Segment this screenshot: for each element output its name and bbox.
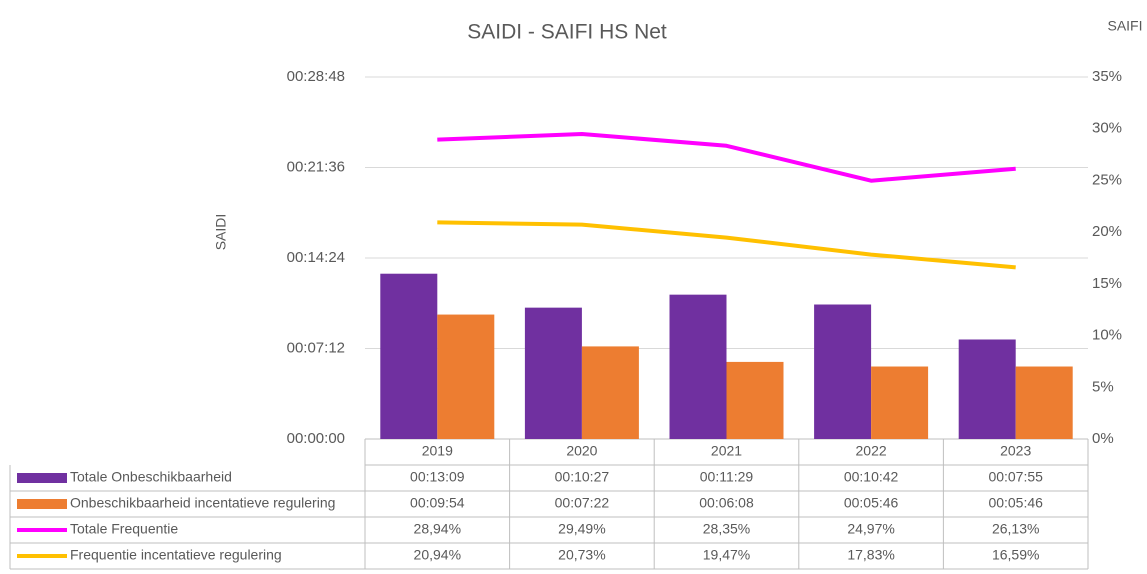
y2-tick-label: 5% — [1092, 378, 1114, 395]
table-cell: 00:07:55 — [988, 469, 1043, 485]
y2-tick-label: 15% — [1092, 275, 1122, 292]
table-cell: 20,94% — [414, 547, 461, 563]
legend-label: Onbeschikbaarheid incentatieve regulerin… — [70, 495, 335, 511]
table-cell: 00:09:54 — [410, 495, 465, 511]
bar — [380, 273, 438, 439]
y2-tick-label: 10% — [1092, 327, 1122, 344]
y-tick-label: 00:28:48 — [287, 68, 345, 85]
x-tick-label: 2019 — [422, 443, 453, 459]
y2-tick-label: 20% — [1092, 223, 1122, 240]
table-cell: 29,49% — [558, 521, 605, 537]
bar — [958, 339, 1016, 439]
y-axis-label: SAIDI — [213, 214, 229, 251]
bar — [726, 361, 784, 439]
bar — [669, 294, 727, 439]
bar — [581, 346, 639, 439]
table-cell: 00:10:27 — [555, 469, 610, 485]
x-tick-label: 2023 — [1000, 443, 1031, 459]
bar — [524, 307, 582, 439]
x-tick-label: 2020 — [566, 443, 597, 459]
bar — [814, 304, 872, 439]
legend-swatch — [17, 473, 67, 483]
bar — [437, 314, 495, 439]
legend-label: Totale Frequentie — [70, 521, 178, 537]
y2-tick-label: 0% — [1092, 430, 1114, 447]
table-cell: 00:07:22 — [555, 495, 610, 511]
bar — [871, 366, 929, 439]
x-tick-label: 2021 — [711, 443, 742, 459]
table-cell: 24,97% — [847, 521, 894, 537]
y2-axis-label: SAIFI — [1107, 18, 1142, 34]
table-cell: 20,73% — [558, 547, 605, 563]
y-tick-label: 00:21:36 — [287, 158, 345, 175]
table-cell: 16,59% — [992, 547, 1039, 563]
y-tick-label: 00:00:00 — [287, 430, 345, 447]
table-cell: 28,35% — [703, 521, 750, 537]
y2-tick-label: 25% — [1092, 171, 1122, 188]
legend-label: Totale Onbeschikbaarheid — [70, 469, 232, 485]
x-tick-label: 2022 — [856, 443, 887, 459]
bar — [1015, 366, 1073, 439]
table-cell: 17,83% — [847, 547, 894, 563]
line — [437, 220, 1016, 270]
line — [437, 131, 1016, 183]
table-cell: 00:05:46 — [988, 495, 1043, 511]
table-cell: 19,47% — [703, 547, 750, 563]
y2-tick-label: 35% — [1092, 68, 1122, 85]
y2-tick-label: 30% — [1092, 120, 1122, 137]
table-cell: 26,13% — [992, 521, 1039, 537]
table-cell: 00:13:09 — [410, 469, 465, 485]
table-cell: 00:10:42 — [844, 469, 899, 485]
legend-swatch — [17, 499, 67, 509]
y-tick-label: 00:07:12 — [287, 339, 345, 356]
table-cell: 00:11:29 — [700, 469, 754, 485]
table-cell: 00:06:08 — [699, 495, 754, 511]
table-cell: 28,94% — [414, 521, 461, 537]
y-tick-label: 00:14:24 — [287, 249, 345, 266]
legend-label: Frequentie incentatieve regulering — [70, 547, 282, 563]
chart-title: SAIDI - SAIFI HS Net — [467, 21, 667, 44]
table-cell: 00:05:46 — [844, 495, 899, 511]
